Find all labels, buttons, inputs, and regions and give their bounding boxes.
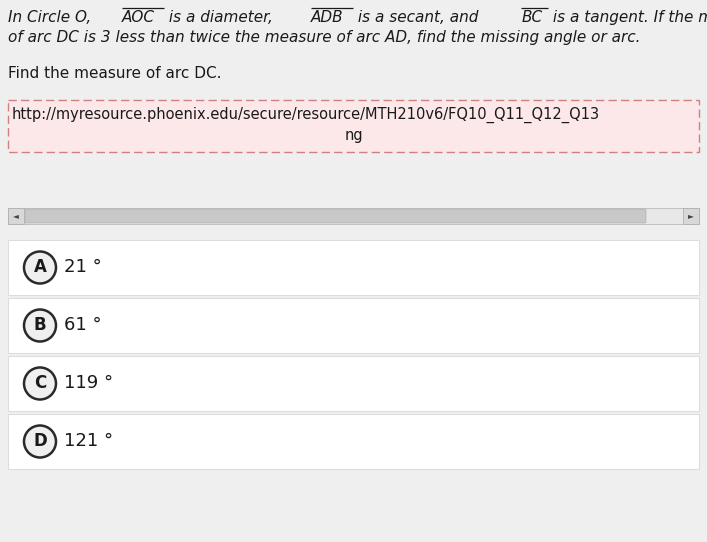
Text: 21 °: 21 ° <box>64 259 102 276</box>
FancyBboxPatch shape <box>8 356 699 411</box>
FancyBboxPatch shape <box>25 209 646 223</box>
FancyBboxPatch shape <box>683 208 699 224</box>
Text: B: B <box>34 317 47 334</box>
Text: AOC: AOC <box>122 10 155 25</box>
Text: D: D <box>33 433 47 450</box>
Circle shape <box>24 251 56 283</box>
Text: 61 °: 61 ° <box>64 317 102 334</box>
Text: BC: BC <box>521 10 542 25</box>
Text: 119 °: 119 ° <box>64 375 113 392</box>
Text: Find the measure of arc DC.: Find the measure of arc DC. <box>8 66 221 81</box>
FancyBboxPatch shape <box>8 208 24 224</box>
Text: of arc DC is 3 less than twice the measure of arc AD, find the missing angle or : of arc DC is 3 less than twice the measu… <box>8 30 641 45</box>
Text: http://myresource.phoenix.edu/secure/resource/MTH210v6/FQ10_Q11_Q12_Q13: http://myresource.phoenix.edu/secure/res… <box>12 107 600 123</box>
FancyBboxPatch shape <box>8 208 699 224</box>
Text: is a tangent. If the measure: is a tangent. If the measure <box>549 10 707 25</box>
Text: ADB: ADB <box>311 10 344 25</box>
Text: is a secant, and: is a secant, and <box>354 10 484 25</box>
Circle shape <box>24 425 56 457</box>
Text: C: C <box>34 375 46 392</box>
Circle shape <box>24 309 56 341</box>
Text: In Circle O,: In Circle O, <box>8 10 96 25</box>
Text: ►: ► <box>688 211 694 221</box>
Text: A: A <box>33 259 47 276</box>
FancyBboxPatch shape <box>8 414 699 469</box>
Circle shape <box>24 367 56 399</box>
Text: is a diameter,: is a diameter, <box>164 10 278 25</box>
FancyBboxPatch shape <box>8 100 699 152</box>
Text: 121 °: 121 ° <box>64 433 113 450</box>
FancyBboxPatch shape <box>8 240 699 295</box>
FancyBboxPatch shape <box>8 298 699 353</box>
Text: ◄: ◄ <box>13 211 19 221</box>
Text: ng: ng <box>344 128 363 143</box>
